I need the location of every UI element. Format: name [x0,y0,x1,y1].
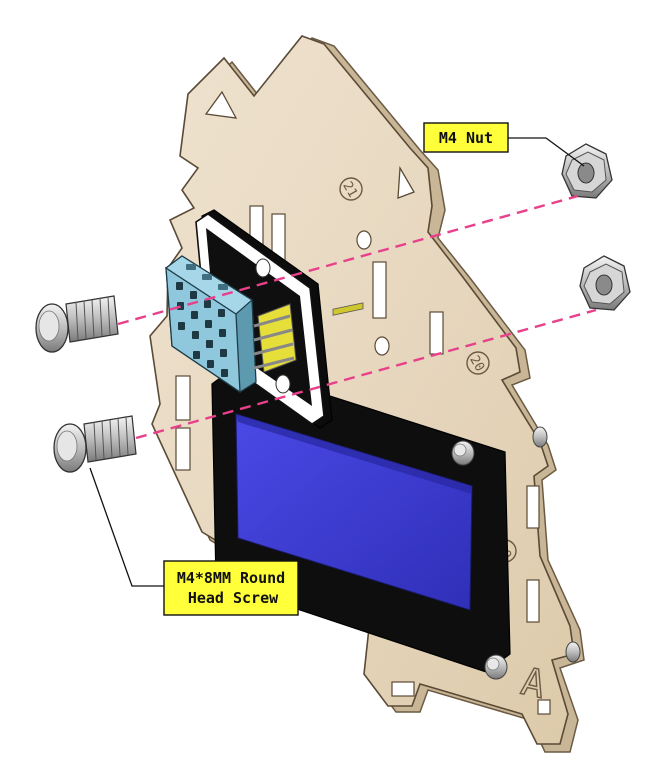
grille-holes [176,264,228,377]
board-hole [255,258,271,278]
screw-callout-label-line2: Head Screw [188,589,279,607]
header-pins [253,302,364,373]
lcd-standoff-screw [532,426,548,448]
slot [429,311,444,355]
nut-callout-label: M4 Nut [439,129,493,147]
lcd-screen [235,413,473,611]
alignment-line-top [117,194,579,326]
mount-hole [374,336,390,356]
nut-callout: M4 Nut [423,122,585,167]
lcd-standoff-screw [565,641,581,663]
slot [526,485,540,529]
lcd-standoff-screw [484,654,508,680]
mount-hole [356,230,372,250]
m4-nut-bottom [579,255,631,311]
svg-text:21: 21 [339,179,360,200]
slot [175,375,191,421]
slot [537,699,551,715]
triangle-cutout [204,90,238,119]
alignment-lines [117,194,597,440]
nut-callout-box [423,122,509,153]
slot [391,681,415,697]
triangle-cutout [397,165,415,199]
screw-callout: M4*8MM Round Head Screw [89,467,299,616]
slot [372,261,387,319]
screw-callout-box [163,560,299,616]
alignment-line-bottom [135,308,597,440]
plate-mark-21: 21 [339,177,363,201]
m4-screw-bottom [53,415,137,473]
m4-screw-top [35,295,119,353]
svg-text:20: 20 [466,353,487,374]
board-hole [275,374,291,394]
plate-mark-20: 20 [466,351,490,375]
screw-callout-label-line1: M4*8MM Round [177,569,285,587]
lcd-standoff-screw [451,440,475,466]
m4-nut-top [561,143,613,199]
dht-sensor [164,255,257,394]
slot [526,579,540,623]
slot [175,427,191,471]
